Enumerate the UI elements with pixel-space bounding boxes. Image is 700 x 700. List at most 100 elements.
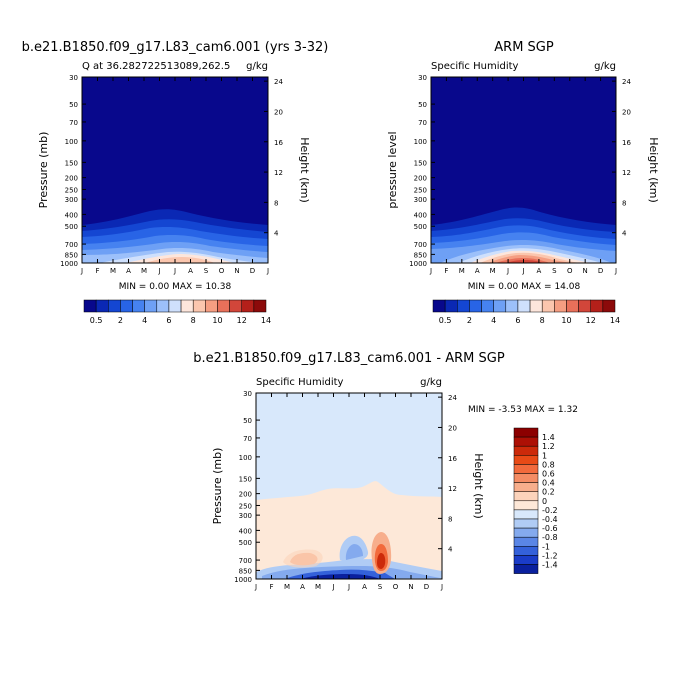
- colorbar-swatch: [444, 299, 458, 313]
- colorbar-label: 0: [542, 497, 547, 506]
- y-tick-right-label: 12: [274, 169, 283, 177]
- y-tick-right-label: 8: [448, 515, 452, 523]
- x-tick-label: N: [408, 583, 413, 591]
- y-tick-label: 850: [239, 567, 252, 575]
- x-tick-label: M: [110, 267, 116, 275]
- colorbar-swatch: [83, 299, 97, 313]
- panel-model-subtitle-right: g/kg: [246, 61, 268, 72]
- panel-diff-ticks: J F M A M J J A S O N D J 30 50 70 100 150 200 250 300 400 500…: [234, 390, 457, 591]
- colorbar-label: 4: [142, 316, 147, 325]
- colorbar-swatch: [513, 527, 539, 538]
- x-tick-label: S: [204, 267, 209, 275]
- y-tick-label: 300: [414, 196, 427, 204]
- panel-obs-colorbar: 0.5 2 4 6 8 10 12 14: [432, 299, 620, 325]
- panel-model-colorbar: 0.5 2 4 6 8 10 12 14: [83, 299, 271, 325]
- colorbar-label: -0.2: [542, 506, 558, 515]
- colorbar-swatch: [180, 299, 194, 313]
- y-tick-label: 70: [243, 435, 252, 443]
- colorbar-swatch: [513, 436, 539, 447]
- y-tick-label: 50: [243, 417, 252, 425]
- colorbar-label: 0.5: [439, 316, 452, 325]
- panel-diff-subtitle-left: Specific Humidity: [256, 377, 344, 388]
- colorbar-label: 6: [166, 316, 171, 325]
- x-tick-label: J: [440, 583, 443, 591]
- y-tick-label: 30: [69, 74, 78, 82]
- colorbar-swatch: [120, 299, 133, 313]
- colorbar-swatch: [192, 299, 206, 313]
- y-tick-right-label: 4: [448, 546, 453, 554]
- x-tick-label: N: [234, 267, 239, 275]
- panel-diff-colorbar: 1.41.210.80.60.40.20-0.2-0.4-0.6-0.8-1-1…: [513, 427, 558, 574]
- panel-diff-ylabel: Pressure (mb): [211, 448, 224, 525]
- colorbar-label: -1: [542, 542, 550, 551]
- x-tick-label: A: [475, 267, 480, 275]
- x-tick-label: J: [157, 267, 160, 275]
- colorbar-swatch: [513, 455, 539, 465]
- panel-model-subtitle-left: Q at 36.282722513089,262.5: [82, 61, 230, 72]
- colorbar-swatch: [432, 299, 446, 313]
- y-tick-label: 250: [65, 186, 78, 194]
- model-contour-band-9: [145, 257, 215, 263]
- y-tick-right-label: 16: [274, 139, 283, 147]
- panel-obs-ylabel: pressure level: [386, 131, 399, 208]
- y-tick-right-label: 4: [622, 230, 627, 238]
- colorbar-label: 12: [237, 316, 247, 325]
- panel-diff-stats: MIN = -3.53 MAX = 1.32: [468, 405, 578, 415]
- y-tick-right-label: 16: [622, 139, 631, 147]
- diff-blob-negative-june-core: [345, 544, 363, 560]
- colorbar-swatch: [513, 427, 539, 438]
- colorbar-swatch: [513, 491, 539, 502]
- diff-blob-sep-core: [377, 553, 386, 569]
- y-tick-label: 30: [418, 74, 427, 82]
- x-tick-label: F: [95, 267, 99, 275]
- colorbar-label: -1.2: [542, 551, 558, 560]
- colorbar-label: 0.5: [90, 316, 103, 325]
- colorbar-swatch: [132, 299, 145, 313]
- y-tick-right-label: 8: [622, 199, 626, 207]
- colorbar-swatch: [144, 299, 158, 313]
- y-tick-label: 500: [414, 223, 427, 231]
- colorbar-label: 6: [515, 316, 520, 325]
- y-tick-right-label: 20: [274, 108, 283, 116]
- y-tick-label: 70: [69, 119, 78, 127]
- colorbar-swatch: [229, 299, 242, 313]
- colorbar-swatch: [457, 299, 470, 313]
- colorbar-label: 1.2: [542, 442, 555, 451]
- x-tick-label: D: [424, 583, 429, 591]
- colorbar-swatch: [590, 299, 604, 313]
- y-tick-label: 50: [69, 101, 78, 109]
- y-tick-label: 200: [239, 491, 252, 499]
- colorbar-swatch: [513, 536, 539, 547]
- x-tick-label: A: [537, 267, 542, 275]
- x-tick-label: A: [362, 583, 367, 591]
- colorbar-swatch: [95, 299, 109, 313]
- colorbar-label: 14: [610, 316, 620, 325]
- y-tick-label: 300: [65, 196, 78, 204]
- x-tick-label: J: [266, 267, 269, 275]
- colorbar-swatch: [554, 299, 567, 313]
- x-tick-label: D: [250, 267, 255, 275]
- colorbar-swatch: [578, 299, 591, 313]
- panel-obs-subtitle-left: Specific Humidity: [431, 61, 519, 72]
- y-tick-label: 400: [65, 211, 78, 219]
- colorbar-swatch: [602, 299, 616, 313]
- colorbar-label: 2: [467, 316, 472, 325]
- y-tick-label: 200: [65, 175, 78, 183]
- x-tick-label: J: [254, 583, 257, 591]
- colorbar-swatch: [513, 473, 539, 483]
- panel-obs-ticks: J F M A M J J A S O N D J 30 50 70 100 150 200 250 300 400 500…: [409, 74, 631, 275]
- x-tick-label: S: [378, 583, 383, 591]
- y-tick-label: 250: [239, 502, 252, 510]
- panel-model-stats: MIN = 0.00 MAX = 10.38: [119, 282, 232, 292]
- x-tick-label: O: [219, 267, 225, 275]
- x-tick-label: M: [284, 583, 290, 591]
- panel-diff-ylabel-right: Height (km): [472, 453, 485, 519]
- colorbar-swatch: [493, 299, 507, 313]
- y-tick-label: 850: [414, 251, 427, 259]
- y-tick-right-label: 4: [274, 230, 279, 238]
- colorbar-swatch: [168, 299, 182, 313]
- colorbar-label: 10: [561, 316, 571, 325]
- y-tick-right-label: 24: [622, 78, 631, 86]
- y-tick-label: 400: [239, 527, 252, 535]
- x-tick-label: J: [614, 267, 617, 275]
